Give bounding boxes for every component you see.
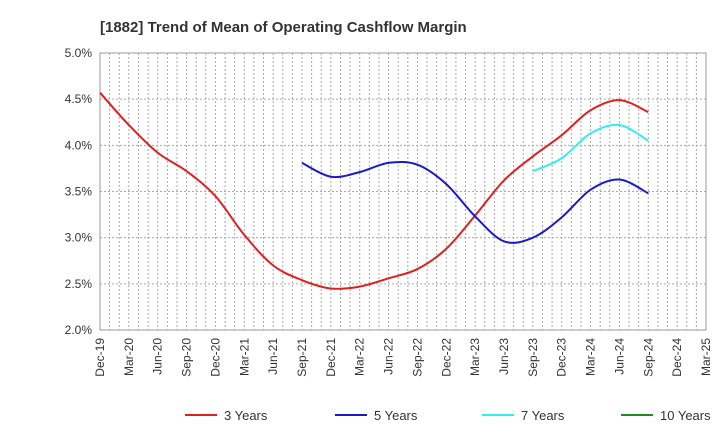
y-tick-label: 4.5% bbox=[65, 92, 93, 106]
x-tick-label: Mar-23 bbox=[468, 338, 482, 376]
x-tick-label: Sep-23 bbox=[526, 338, 540, 377]
series-lines bbox=[99, 92, 649, 290]
x-tick-label: Mar-24 bbox=[584, 338, 598, 376]
x-tick-label: Mar-21 bbox=[237, 338, 251, 376]
legend-label-10-years: 10 Years bbox=[660, 408, 711, 423]
x-tick-label: Mar-25 bbox=[699, 338, 713, 376]
y-tick-label: 2.5% bbox=[65, 277, 93, 291]
x-axis-ticks: Dec-19 Mar-20 Jun-20 Sep-20 Dec-20 Mar-21 Jun-… bbox=[93, 338, 713, 377]
series-line-3-years bbox=[99, 92, 649, 290]
x-tick-label: Dec-21 bbox=[324, 338, 338, 377]
x-tick-label: Sep-20 bbox=[180, 338, 194, 377]
x-tick-label: Jun-24 bbox=[612, 338, 626, 375]
chart-title: [1882] Trend of Mean of Operating Cashfl… bbox=[100, 19, 467, 36]
y-tick-label: 2.0% bbox=[65, 323, 93, 337]
legend: 3 Years 5 Years 7 Years 10 Years bbox=[185, 408, 711, 423]
x-tick-label: Jun-22 bbox=[382, 338, 396, 375]
legend-label-5-years: 5 Years bbox=[374, 408, 418, 423]
x-tick-label: Sep-24 bbox=[641, 338, 655, 377]
grid bbox=[100, 53, 706, 330]
x-tick-label: Dec-22 bbox=[439, 338, 453, 377]
x-tick-label: Jun-20 bbox=[151, 338, 165, 375]
y-tick-label: 3.0% bbox=[65, 231, 93, 245]
x-tick-label: Mar-22 bbox=[353, 338, 367, 376]
x-tick-label: Dec-19 bbox=[93, 338, 107, 377]
x-tick-label: Jun-23 bbox=[497, 338, 511, 375]
y-axis-ticks: 2.0% 2.5% 3.0% 3.5% 4.0% 4.5% 5.0% bbox=[65, 46, 93, 337]
x-tick-label: Dec-23 bbox=[555, 338, 569, 377]
series-line-7-years bbox=[532, 123, 649, 173]
legend-label-7-years: 7 Years bbox=[521, 408, 565, 423]
x-tick-label: Dec-24 bbox=[670, 338, 684, 377]
y-tick-label: 4.0% bbox=[65, 138, 93, 152]
y-tick-label: 3.5% bbox=[65, 185, 93, 199]
x-tick-label: Sep-21 bbox=[295, 338, 309, 377]
x-tick-label: Sep-22 bbox=[410, 338, 424, 377]
y-tick-label: 5.0% bbox=[65, 46, 93, 60]
x-tick-label: Jun-21 bbox=[266, 338, 280, 375]
x-tick-label: Mar-20 bbox=[122, 338, 136, 376]
legend-label-3-years: 3 Years bbox=[224, 408, 268, 423]
series-line-5-years bbox=[301, 160, 649, 244]
x-tick-label: Dec-20 bbox=[208, 338, 222, 377]
plot-frame bbox=[99, 52, 707, 331]
